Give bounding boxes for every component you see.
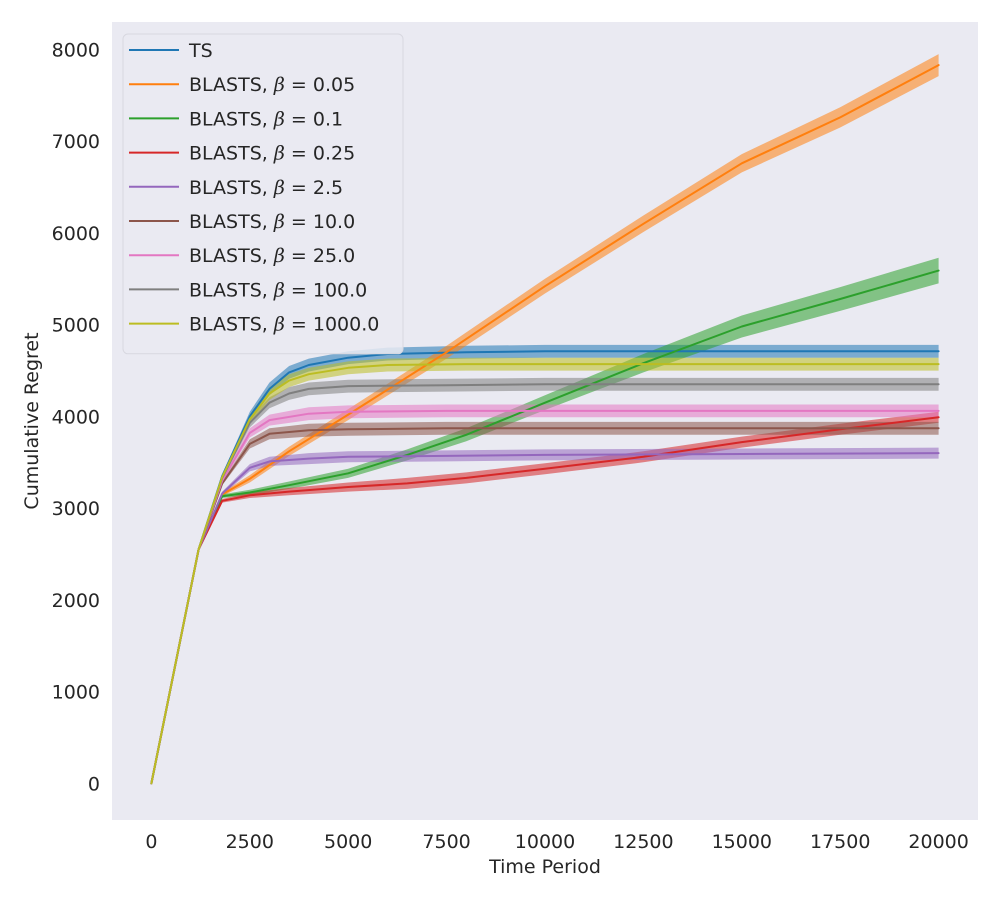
legend-label-3: BLASTS, β = 0.25 <box>189 143 355 165</box>
legend-label-6: BLASTS, β = 25.0 <box>189 245 355 267</box>
x-tick-label: 10000 <box>515 831 575 853</box>
x-tick-label: 17500 <box>810 831 870 853</box>
y-axis-ticks: 0 1000 2000 3000 4000 5000 6000 7000 8000 <box>52 40 100 796</box>
x-tick-label: 15000 <box>712 831 772 853</box>
y-tick-label: 7000 <box>52 131 100 153</box>
series-line-8 <box>150 363 940 785</box>
y-axis-label: Cumulative Regret <box>21 332 43 509</box>
y-tick-label: 8000 <box>52 40 100 62</box>
y-tick-label: 4000 <box>52 406 100 428</box>
y-tick-label: 5000 <box>52 315 100 337</box>
legend-label-8: BLASTS, β = 1000.0 <box>189 314 379 336</box>
x-tick-label: 12500 <box>613 831 673 853</box>
y-tick-label: 1000 <box>52 682 100 704</box>
x-tick-label: 2500 <box>226 831 274 853</box>
x-axis-ticks: 0 2500 5000 7500 10000 12500 15000 17500 20000 <box>145 831 969 853</box>
legend-label-0: TS <box>188 40 213 62</box>
x-axis-label: Time Period <box>488 856 601 878</box>
legend-label-5: BLASTS, β = 10.0 <box>189 211 355 233</box>
x-tick-label: 7500 <box>422 831 470 853</box>
y-tick-label: 3000 <box>52 498 100 520</box>
series-lines <box>150 64 940 785</box>
legend-box <box>122 33 404 355</box>
series-line-2 <box>150 269 940 785</box>
legend: TS BLASTS, β = 0.05 BLASTS, β = 0.1 BLASTS,… <box>122 33 404 355</box>
legend-label-4: BLASTS, β = 2.5 <box>189 177 343 199</box>
x-tick-label: 0 <box>145 831 157 853</box>
series-line-3 <box>150 416 940 785</box>
legend-label-1: BLASTS, β = 0.05 <box>189 74 355 96</box>
y-tick-label: 2000 <box>52 590 100 612</box>
x-tick-label: 20000 <box>908 831 968 853</box>
legend-label-2: BLASTS, β = 0.1 <box>189 108 343 130</box>
y-tick-label: 6000 <box>52 223 100 245</box>
y-tick-label: 0 <box>88 773 100 795</box>
series-line-4 <box>150 452 940 785</box>
x-tick-label: 5000 <box>324 831 372 853</box>
legend-label-7: BLASTS, β = 100.0 <box>189 279 367 301</box>
